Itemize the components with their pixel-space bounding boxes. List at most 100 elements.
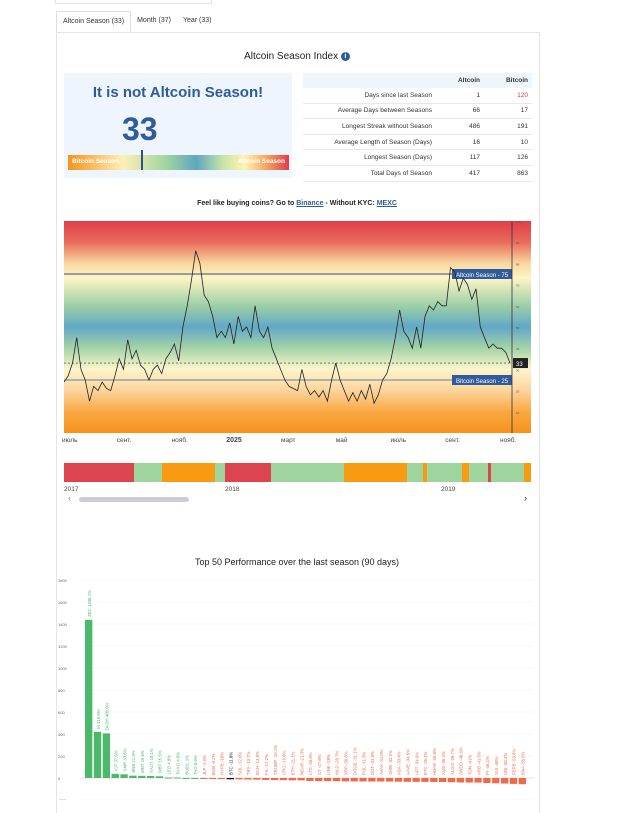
tab-month[interactable]: Month (37) [137, 17, 171, 24]
bar-hype[interactable] [217, 778, 226, 780]
season-segment-bitcoin [523, 463, 531, 482]
bar-ena[interactable] [518, 778, 526, 785]
bar-aave[interactable] [403, 778, 411, 782]
bar-data-label: SUI -48% [494, 756, 499, 775]
bar-hbar[interactable] [430, 778, 438, 782]
bar-link[interactable] [323, 778, 332, 782]
bar-etc[interactable] [421, 778, 429, 782]
bar-buidl[interactable] [182, 777, 190, 779]
bar-cro[interactable] [279, 778, 288, 781]
season-segment-neutral [133, 463, 162, 482]
bar-dash[interactable] [102, 733, 111, 778]
bar-leo[interactable] [164, 777, 172, 779]
bar-pi[interactable] [483, 778, 491, 784]
bar-wld[interactable] [332, 778, 341, 782]
bar-ton[interactable] [465, 778, 473, 783]
altcoin-value: 117 [436, 149, 484, 166]
season-segment-bitcoin [161, 463, 216, 482]
bar-tao[interactable] [191, 777, 199, 779]
bar-xmr[interactable] [120, 774, 128, 778]
promo-text-1: Feel like buying coins? Go to [197, 200, 297, 207]
scroll-left-button[interactable]: ‹ [68, 493, 71, 503]
y-tick-label: 90 [516, 241, 520, 245]
y-tick-label: 1600 [58, 600, 68, 605]
bar-jlp[interactable] [200, 778, 208, 779]
y-tick-label: 100 [516, 221, 521, 224]
tab-altcoin-season[interactable]: Altcoin Season (33) [56, 11, 132, 32]
bar-xrp[interactable] [341, 778, 349, 782]
bar-ltc[interactable] [306, 778, 314, 781]
bar-eth[interactable] [288, 778, 296, 781]
bar-sui[interactable] [492, 778, 500, 784]
season-segment-neutral [271, 463, 344, 482]
bar-data-label: ONDO -40.6% [459, 747, 464, 775]
bar-shib[interactable] [385, 778, 394, 782]
bar-m[interactable] [93, 731, 102, 778]
bar-data-label: UNI -50.2% [503, 753, 508, 775]
scroll-right-button[interactable]: › [524, 493, 527, 503]
y-tick-label: 20 [516, 390, 520, 394]
bar-btc[interactable] [226, 778, 234, 780]
info-icon[interactable]: i [340, 51, 350, 61]
bar-arb[interactable] [474, 778, 482, 783]
x-tick-label: май [335, 437, 348, 444]
bar-data-label: TAO 0.6% [193, 755, 198, 775]
season-segment-neutral [406, 463, 423, 482]
top-box [55, 0, 212, 4]
bar-data-label: AAVE -34.5% [406, 749, 411, 775]
bar-pol[interactable] [359, 778, 367, 782]
bar-bgb[interactable] [208, 778, 217, 780]
bar-uni[interactable] [500, 778, 509, 784]
bar-xaut[interactable] [146, 776, 155, 778]
bar-bch[interactable] [253, 778, 261, 780]
bar-paxg[interactable] [173, 777, 181, 779]
stat-label: Longest Season (Days) [303, 149, 436, 166]
bar-ada[interactable] [394, 778, 403, 782]
bar-dot[interactable] [368, 778, 376, 782]
bar-data-label: PI -46.1% [485, 756, 490, 775]
bar-doge[interactable] [350, 778, 358, 782]
bar-fil[interactable] [262, 778, 270, 780]
season-index-chart[interactable]: Altcoin Season - 75 Bitcoin Season - 25 0 1… [64, 221, 531, 433]
bar-data-label: BNB 21.4% [131, 750, 136, 772]
bitcoin-value: 17 [484, 103, 532, 120]
bar-xlm[interactable] [439, 778, 447, 782]
bar-icp[interactable] [111, 773, 119, 778]
bar-apt[interactable] [412, 778, 420, 782]
bar-avax[interactable] [377, 778, 385, 782]
bar-data-label: NEAR -21.3% [299, 748, 304, 775]
tab-panel [56, 32, 540, 813]
current-value-label: 33 [516, 362, 523, 368]
bar-data-label: HYPE -10% [220, 752, 225, 775]
y-tick-label: -200 [58, 798, 67, 800]
bar-wbt[interactable] [155, 776, 164, 778]
bar-algo[interactable] [447, 778, 456, 783]
bar-sol[interactable] [235, 778, 243, 780]
altcoin-value: 16 [436, 134, 484, 151]
season-segment-altcoin [224, 463, 272, 482]
x-tick-label: сент. [445, 437, 460, 444]
tab-year[interactable]: Year (33) [182, 17, 212, 24]
navigator-scrollbar[interactable]: ‹ › [64, 493, 531, 504]
bar-trx[interactable] [244, 778, 252, 780]
bar-mnt[interactable] [138, 775, 146, 778]
range-navigator[interactable] [64, 463, 531, 482]
season-heading: It is not Altcoin Season! [92, 84, 264, 101]
scrollbar-thumb[interactable] [79, 497, 189, 502]
season-segment-neutral [491, 463, 524, 482]
bitcoin-value: 126 [484, 149, 532, 166]
y-tick-label: 30 [516, 368, 520, 372]
bar-pepe[interactable] [509, 778, 518, 784]
stat-label: Average Length of Season (Days) [303, 134, 436, 151]
bar-near[interactable] [297, 778, 305, 781]
y-tick-label: 800 [58, 688, 65, 693]
bar-ct[interactable] [315, 778, 323, 782]
bar-zec[interactable] [85, 619, 93, 778]
bar-data-label: BGB -9.2% [211, 753, 216, 775]
binance-link[interactable]: Binance [296, 200, 324, 207]
bar-bnb[interactable] [129, 775, 137, 778]
bar-trump[interactable] [270, 778, 279, 781]
bar-ondo[interactable] [456, 778, 465, 783]
mexc-link[interactable]: MEXC [376, 200, 397, 207]
season-segment-bitcoin [343, 463, 407, 482]
